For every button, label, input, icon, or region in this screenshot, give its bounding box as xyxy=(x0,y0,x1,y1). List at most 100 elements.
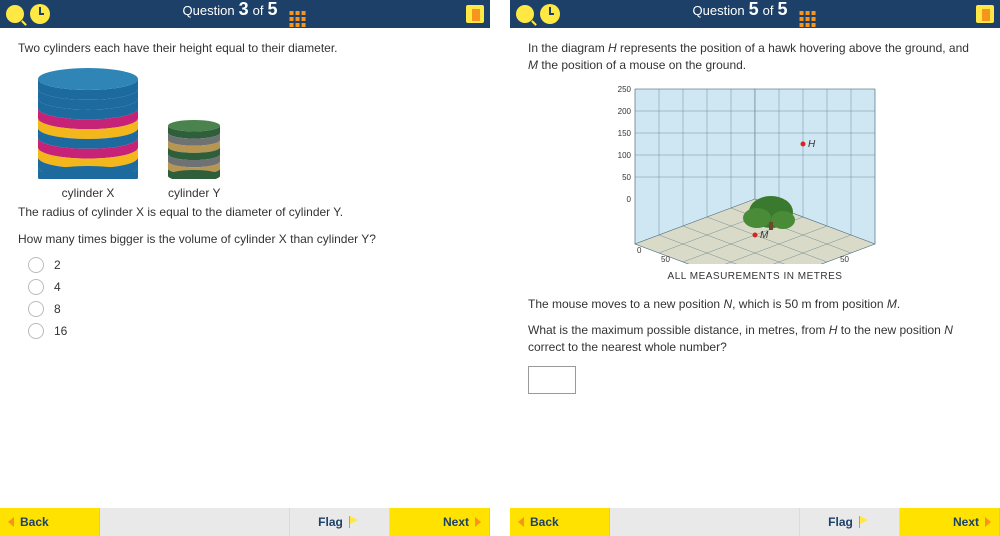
q-intro: In the diagram H represents the position… xyxy=(528,40,982,74)
q-mid: The radius of cylinder X is equal to the… xyxy=(18,204,472,221)
svg-text:50: 50 xyxy=(622,173,631,182)
cylinder-y-col: cylinder Y xyxy=(168,119,220,200)
cylinder-y-svg xyxy=(168,119,220,179)
diagram-3d-svg: 2502001501005005010015020025025020015010… xyxy=(605,84,905,264)
svg-text:0: 0 xyxy=(627,195,632,204)
q-current: 5 xyxy=(749,0,759,20)
cylinder-x-label: cylinder X xyxy=(38,186,138,200)
text: correct to the nearest whole number? xyxy=(528,340,727,354)
radio-icon xyxy=(28,301,44,317)
radio-icon xyxy=(28,323,44,339)
svg-text:100: 100 xyxy=(618,151,632,160)
answer-input[interactable] xyxy=(528,366,576,394)
option-row[interactable]: 8 xyxy=(28,301,472,317)
panel-left: Question 3 of 5 Two cylinders each have … xyxy=(0,0,490,536)
calculator-icon[interactable] xyxy=(466,5,484,23)
back-label: Back xyxy=(530,515,559,529)
clock-icon[interactable] xyxy=(540,4,560,24)
next-button[interactable]: Next xyxy=(390,508,490,536)
header-right: Question 5 of 5 xyxy=(510,0,1000,28)
next-label: Next xyxy=(443,515,469,529)
var-n: N xyxy=(723,297,732,311)
flag-label: Flag xyxy=(828,515,853,529)
footer-spacer xyxy=(100,508,290,536)
q-total: 5 xyxy=(267,0,277,20)
next-button[interactable]: Next xyxy=(900,508,1000,536)
option-row[interactable]: 2 xyxy=(28,257,472,273)
content-right: In the diagram H represents the position… xyxy=(510,28,1000,508)
text: , which is 50 m from position xyxy=(732,297,887,311)
flag-button[interactable]: Flag xyxy=(290,508,390,536)
text: . xyxy=(897,297,900,311)
text: represents the position of a hawk hoveri… xyxy=(617,41,969,55)
diagram-caption: ALL MEASUREMENTS IN METRES xyxy=(528,271,982,282)
zoom-icon[interactable] xyxy=(6,5,24,23)
option-row[interactable]: 16 xyxy=(28,323,472,339)
option-label: 4 xyxy=(54,280,61,294)
back-button[interactable]: Back xyxy=(510,508,610,536)
cylinder-x-col: cylinder X xyxy=(38,67,138,200)
content-left: Two cylinders each have their height equ… xyxy=(0,28,490,508)
next-label: Next xyxy=(953,515,979,529)
footer-right: Back Flag Next xyxy=(510,508,1000,536)
svg-text:M: M xyxy=(760,230,769,241)
clock-icon[interactable] xyxy=(30,4,50,24)
grid-icon[interactable] xyxy=(799,11,817,29)
cylinder-x-svg xyxy=(38,67,138,179)
arrow-left-icon xyxy=(8,517,14,527)
text: In the diagram xyxy=(528,41,608,55)
cylinder-figure: cylinder X cylinder Y xyxy=(38,67,472,200)
option-label: 8 xyxy=(54,302,61,316)
flag-icon xyxy=(349,516,361,528)
zoom-icon[interactable] xyxy=(516,5,534,23)
option-label: 2 xyxy=(54,258,61,272)
text: to the new position xyxy=(837,323,944,337)
arrow-left-icon xyxy=(518,517,524,527)
var-m: M xyxy=(528,58,538,72)
q-current: 3 xyxy=(239,0,249,20)
panel-right: Question 5 of 5 In the diagram H represe… xyxy=(510,0,1000,536)
arrow-right-icon xyxy=(985,517,991,527)
q-line2: What is the maximum possible distance, i… xyxy=(528,322,982,356)
text: the position of a mouse on the ground. xyxy=(538,58,746,72)
svg-text:50: 50 xyxy=(840,255,849,264)
q-ask: How many times bigger is the volume of c… xyxy=(18,231,472,248)
footer-spacer xyxy=(610,508,800,536)
header-left: Question 3 of 5 xyxy=(0,0,490,28)
svg-text:H: H xyxy=(808,139,816,150)
grid-icon[interactable] xyxy=(289,11,307,29)
q-line1: The mouse moves to a new position N, whi… xyxy=(528,296,982,313)
calculator-icon[interactable] xyxy=(976,5,994,23)
var-n: N xyxy=(944,323,953,337)
back-label: Back xyxy=(20,515,49,529)
svg-text:150: 150 xyxy=(618,129,632,138)
option-row[interactable]: 4 xyxy=(28,279,472,295)
svg-text:50: 50 xyxy=(661,255,670,264)
radio-icon xyxy=(28,257,44,273)
text: The mouse moves to a new position xyxy=(528,297,723,311)
flag-button[interactable]: Flag xyxy=(800,508,900,536)
radio-icon xyxy=(28,279,44,295)
q-of: of xyxy=(253,3,264,18)
var-m: M xyxy=(887,297,897,311)
option-label: 16 xyxy=(54,324,67,338)
q-total: 5 xyxy=(777,0,787,20)
options-group: 2 4 8 16 xyxy=(18,257,472,339)
footer-left: Back Flag Next xyxy=(0,508,490,536)
q-prefix: Question xyxy=(693,3,745,18)
q-prefix: Question xyxy=(183,3,235,18)
flag-icon xyxy=(859,516,871,528)
diagram-block: 2502001501005005010015020025025020015010… xyxy=(528,84,982,282)
back-button[interactable]: Back xyxy=(0,508,100,536)
var-h: H xyxy=(608,41,617,55)
question-counter: Question 3 of 5 xyxy=(183,0,308,29)
arrow-right-icon xyxy=(475,517,481,527)
svg-text:250: 250 xyxy=(618,85,632,94)
svg-text:0: 0 xyxy=(637,246,642,255)
question-counter: Question 5 of 5 xyxy=(693,0,818,29)
flag-label: Flag xyxy=(318,515,343,529)
q-of: of xyxy=(763,3,774,18)
q-intro: Two cylinders each have their height equ… xyxy=(18,40,472,57)
svg-text:200: 200 xyxy=(618,107,632,116)
text: What is the maximum possible distance, i… xyxy=(528,323,829,337)
